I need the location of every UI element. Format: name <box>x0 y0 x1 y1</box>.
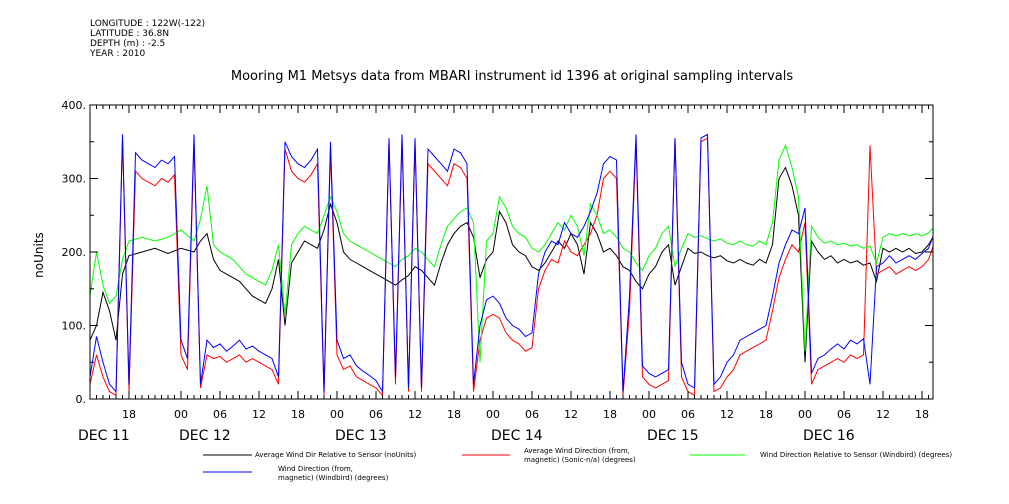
x-tick-label: 18 <box>759 408 773 421</box>
year-label: YEAR : 2010 <box>90 49 146 59</box>
chart-title: Mooring M1 Metsys data from MBARI instru… <box>231 69 793 84</box>
y-tick-label: 400. <box>62 99 87 112</box>
x-day-label: DEC 14 <box>491 428 543 444</box>
x-tick-label: 18 <box>603 408 617 421</box>
longitude-label: LONGITUDE : 122W(-122) <box>90 19 206 29</box>
x-tick-label: 18 <box>291 408 305 421</box>
x-tick-label: 12 <box>252 408 266 421</box>
x-day-label: DEC 15 <box>647 428 699 444</box>
y-axis: 0. 100. 200. 300. 400. <box>62 99 933 406</box>
x-tick-label: 06 <box>525 408 539 421</box>
y-tick-label: 300. <box>62 173 87 186</box>
x-day-label: DEC 13 <box>335 428 387 444</box>
x-tick-label: 00 <box>798 408 812 421</box>
series-line-3 <box>90 143 933 363</box>
x-tick-label: 12 <box>564 408 578 421</box>
x-tick-label: 00 <box>330 408 344 421</box>
x-tick-label: 06 <box>213 408 227 421</box>
legend-label-line: magnetic) (Windbird) (degrees) <box>278 474 389 482</box>
x-tick-label: 06 <box>681 408 695 421</box>
legend-label-line: Wind Direction Relative to Sensor (Windb… <box>760 451 952 459</box>
legend-label-line: Wind Direction (from, <box>278 465 353 473</box>
x-day-label: DEC 11 <box>78 428 130 444</box>
latitude-label: LATITUDE : 36.8N <box>90 29 170 39</box>
metadata-block: LONGITUDE : 122W(-122) LATITUDE : 36.8N … <box>90 19 205 59</box>
x-tick-label: 12 <box>408 408 422 421</box>
y-tick-label: 100. <box>62 320 87 333</box>
series-line-2 <box>90 137 933 397</box>
x-day-label: DEC 12 <box>179 428 231 444</box>
depth-label: DEPTH (m) : -2.5 <box>90 39 166 49</box>
x-axis: 18 00 06 12 18 00 06 12 18 00 06 12 18 00 06 12 18 00 06 12… <box>78 105 929 444</box>
x-tick-label: 00 <box>486 408 500 421</box>
legend-label-line: Average Wind Direction (from, <box>524 447 630 455</box>
series-line-4 <box>90 133 933 394</box>
x-tick-label: 18 <box>915 408 929 421</box>
x-tick-label: 18 <box>122 408 136 421</box>
x-day-label: DEC 16 <box>803 428 855 444</box>
legend: Average Wind Dir Relative to Sensor (noU… <box>203 447 952 482</box>
plot-area <box>89 104 934 400</box>
x-tick-label: 06 <box>837 408 851 421</box>
legend-label-3: Wind Direction Relative to Sensor (Windb… <box>760 451 952 459</box>
y-tick-label: 200. <box>62 246 87 259</box>
x-tick-label: 00 <box>174 408 188 421</box>
legend-label-4: Wind Direction (from, magnetic) (Windbird… <box>278 465 389 482</box>
y-axis-label: noUnits <box>32 232 46 278</box>
x-tick-label: 00 <box>642 408 656 421</box>
legend-label-2: Average Wind Direction (from, magnetic) (… <box>524 447 636 464</box>
y-tick-label: 0. <box>76 393 87 406</box>
legend-label-line: Average Wind Dir Relative to Sensor (noU… <box>255 451 416 459</box>
x-tick-label: 12 <box>720 408 734 421</box>
legend-label-1: Average Wind Dir Relative to Sensor (noU… <box>255 451 416 459</box>
x-tick-label: 06 <box>369 408 383 421</box>
series-line-1 <box>90 166 933 363</box>
x-tick-label: 12 <box>876 408 890 421</box>
legend-label-line: magnetic) (Sonic-n/a) (degrees) <box>524 456 636 464</box>
x-tick-label: 18 <box>447 408 461 421</box>
